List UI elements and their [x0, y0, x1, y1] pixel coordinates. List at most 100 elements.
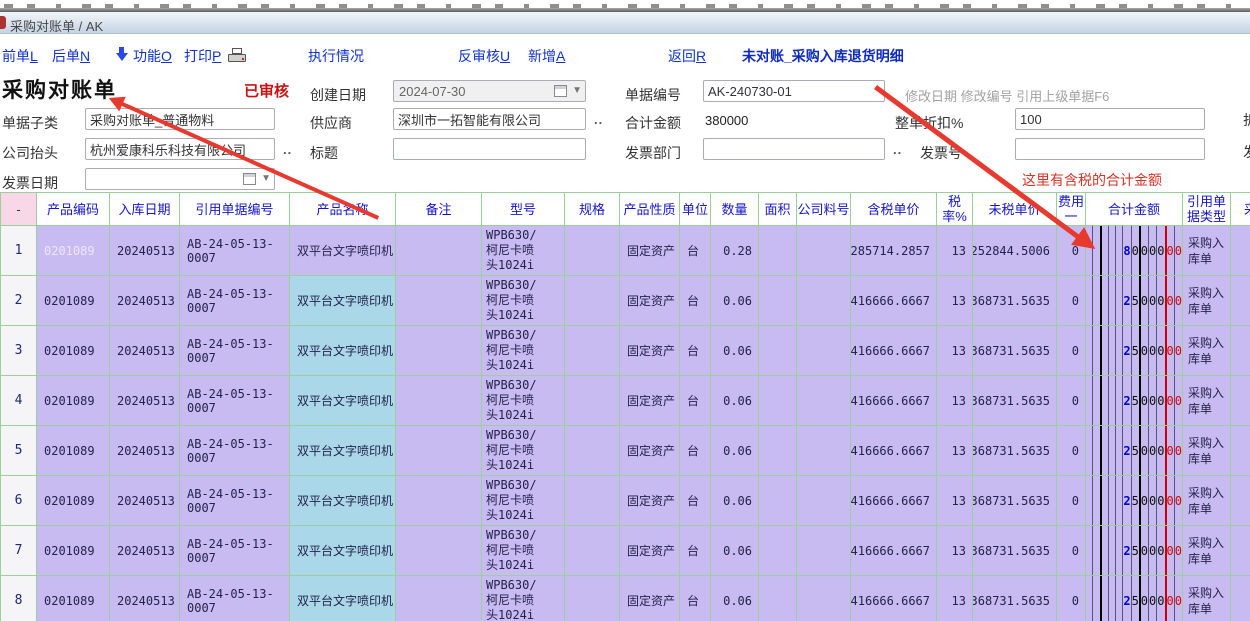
cell-unit[interactable]: 台 — [680, 576, 711, 621]
cell-tax_price[interactable]: 416666.6667 — [851, 576, 937, 621]
cell-no[interactable]: 3 — [1, 326, 37, 376]
cell-tax_rate[interactable]: 13 — [937, 276, 973, 326]
cell-untax_price[interactable]: 368731.5635 — [973, 576, 1057, 621]
cell-ref_type[interactable]: 采购入库单 — [1183, 476, 1231, 526]
cell-nature[interactable]: 固定资产 — [620, 276, 680, 326]
cell-nature[interactable]: 固定资产 — [620, 426, 680, 476]
cell-no[interactable]: 1 — [1, 226, 37, 276]
column-header-spec[interactable]: 规格 — [565, 193, 620, 226]
cell-ref_type[interactable]: 采购入库单 — [1183, 226, 1231, 276]
cell-tax_rate[interactable]: 13 — [937, 326, 973, 376]
cell-tax_price[interactable]: 416666.6667 — [851, 276, 937, 326]
cell-spec[interactable] — [565, 226, 620, 276]
cell-untax_price[interactable]: 252844.5006 — [973, 226, 1057, 276]
cell-fee[interactable]: 0 — [1057, 476, 1086, 526]
cell-ref_type[interactable]: 采购入库单 — [1183, 376, 1231, 426]
cell-no[interactable]: 7 — [1, 526, 37, 576]
cell-area[interactable] — [759, 226, 797, 276]
cell-ref_no[interactable]: AB-24-05-13-0007 — [180, 426, 290, 476]
cell-tax_rate[interactable]: 13 — [937, 526, 973, 576]
cell-name[interactable]: 双平台文字喷印机 — [290, 376, 396, 426]
column-header-fee[interactable]: 费用 一 — [1057, 193, 1086, 226]
cell-name[interactable]: 双平台文字喷印机 — [290, 276, 396, 326]
cell-remark[interactable] — [396, 376, 482, 426]
cell-remark[interactable] — [396, 426, 482, 476]
cell-spec[interactable] — [565, 576, 620, 621]
calendar-icon[interactable] — [554, 85, 567, 97]
cell-ref_no[interactable]: AB-24-05-13-0007 — [180, 276, 290, 326]
cell-in_date[interactable]: 20240513 — [110, 376, 180, 426]
cell-area[interactable] — [759, 326, 797, 376]
cell-unit[interactable]: 台 — [680, 476, 711, 526]
cell-ref_type[interactable]: 采购入库单 — [1183, 526, 1231, 576]
column-header-in_date[interactable]: 入库日期 — [110, 193, 180, 226]
cell-in_date[interactable]: 20240513 — [110, 326, 180, 376]
cell-name[interactable]: 双平台文字喷印机 — [290, 226, 396, 276]
column-header-tax_price[interactable]: 含税单价 — [851, 193, 937, 226]
cell-remark[interactable] — [396, 526, 482, 576]
printer-icon[interactable] — [228, 48, 246, 62]
cell-fee[interactable]: 0 — [1057, 226, 1086, 276]
cell-area[interactable] — [759, 426, 797, 476]
cell-extra[interactable] — [1231, 576, 1250, 621]
cell-tax_price[interactable]: 416666.6667 — [851, 526, 937, 576]
cell-fee[interactable]: 0 — [1057, 326, 1086, 376]
cell-in_date[interactable]: 20240513 — [110, 526, 180, 576]
column-header-amount[interactable]: 合计金额 — [1086, 193, 1183, 226]
cell-code[interactable]: 0201089 — [37, 276, 110, 326]
cell-area[interactable] — [759, 576, 797, 621]
cell-nature[interactable]: 固定资产 — [620, 526, 680, 576]
cell-spec[interactable] — [565, 476, 620, 526]
cell-qty[interactable]: 0.28 — [711, 226, 759, 276]
cell-ref_type[interactable]: 采购入库单 — [1183, 326, 1231, 376]
cell-untax_price[interactable]: 368731.5635 — [973, 526, 1057, 576]
unapprove-button[interactable]: 反审核U — [458, 46, 510, 66]
cell-ref_no[interactable]: AB-24-05-13-0007 — [180, 576, 290, 621]
cell-in_date[interactable]: 20240513 — [110, 426, 180, 476]
invoice-dept-lookup-button[interactable]: .. — [893, 142, 903, 157]
cell-code[interactable]: 0201089 — [37, 326, 110, 376]
column-header-no[interactable]: - — [1, 193, 37, 226]
cell-remark[interactable] — [396, 326, 482, 376]
cell-qty[interactable]: 0.06 — [711, 476, 759, 526]
column-header-extra[interactable]: 采 — [1231, 193, 1250, 226]
cell-untax_price[interactable]: 368731.5635 — [973, 276, 1057, 326]
cell-in_date[interactable]: 20240513 — [110, 476, 180, 526]
cell-extra[interactable] — [1231, 376, 1250, 426]
cell-ref_type[interactable]: 采购入库单 — [1183, 276, 1231, 326]
back-button[interactable]: 返回R — [668, 46, 706, 66]
invoice-no-input[interactable] — [1015, 138, 1205, 160]
column-header-area[interactable]: 面积 — [759, 193, 797, 226]
calendar-icon[interactable] — [243, 173, 256, 185]
cell-unit[interactable]: 台 — [680, 426, 711, 476]
cell-tax_rate[interactable]: 13 — [937, 376, 973, 426]
cell-no[interactable]: 8 — [1, 576, 37, 621]
next-doc-button[interactable]: 后单N — [52, 46, 90, 66]
cell-unit[interactable]: 台 — [680, 226, 711, 276]
cell-remark[interactable] — [396, 476, 482, 526]
cell-ref_no[interactable]: AB-24-05-13-0007 — [180, 376, 290, 426]
column-header-qty[interactable]: 数量 — [711, 193, 759, 226]
cell-spec[interactable] — [565, 526, 620, 576]
cell-tax_rate[interactable]: 13 — [937, 226, 973, 276]
cell-nature[interactable]: 固定资产 — [620, 476, 680, 526]
cell-model[interactable]: WPB630/ 柯尼卡喷 头1024i — [482, 326, 565, 376]
cell-untax_price[interactable]: 368731.5635 — [973, 326, 1057, 376]
cell-untax_price[interactable]: 368731.5635 — [973, 376, 1057, 426]
cell-tax_rate[interactable]: 13 — [937, 576, 973, 621]
column-header-ref_no[interactable]: 引用单据编号 — [180, 193, 290, 226]
cell-extra[interactable] — [1231, 226, 1250, 276]
cell-model[interactable]: WPB630/ 柯尼卡喷 头1024i — [482, 576, 565, 621]
cell-qty[interactable]: 0.06 — [711, 576, 759, 621]
cell-spec[interactable] — [565, 326, 620, 376]
column-header-tax_rate[interactable]: 税率% — [937, 193, 973, 226]
cell-code[interactable]: 0201089 — [37, 426, 110, 476]
cell-model[interactable]: WPB630/ 柯尼卡喷 头1024i — [482, 376, 565, 426]
cell-code[interactable]: 0201089 — [37, 526, 110, 576]
cell-tax_rate[interactable]: 13 — [937, 426, 973, 476]
cell-qty[interactable]: 0.06 — [711, 276, 759, 326]
